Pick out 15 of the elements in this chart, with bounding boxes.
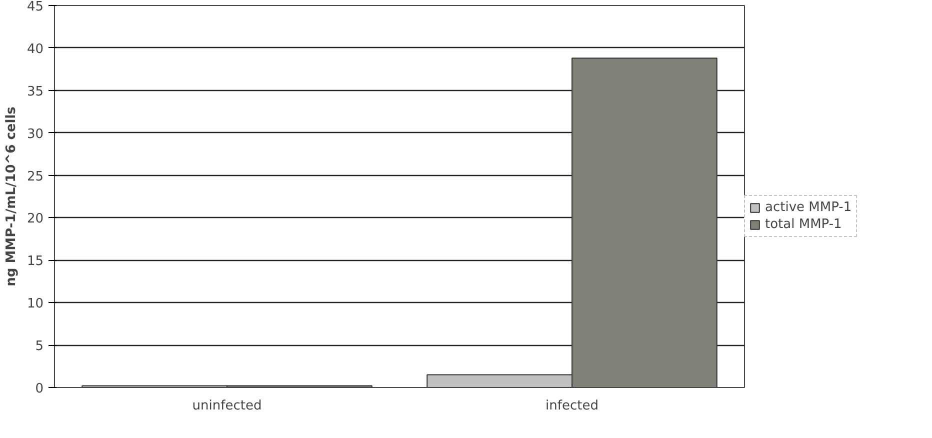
y-tick-label: 10 <box>26 296 44 312</box>
y-tick-label: 30 <box>26 126 44 142</box>
y-axis-title: ng MMP-1/mL/10^6 cells <box>4 106 19 286</box>
y-tick-label: 0 <box>35 382 44 396</box>
y-tick-label: 35 <box>26 84 44 100</box>
y-tick-label: 25 <box>26 169 44 184</box>
y-tick-label: 20 <box>26 212 44 227</box>
y-tick-label: 40 <box>26 42 44 57</box>
y-tick-label: 15 <box>26 254 44 270</box>
legend-label: total MMP-1 <box>765 217 842 232</box>
y-tick-label: 5 <box>35 339 44 354</box>
y-tick-label: 45 <box>26 0 44 14</box>
x-tick-label: infected <box>546 398 598 414</box>
legend-label: active MMP-1 <box>765 200 852 215</box>
x-tick-label: uninfected <box>192 398 262 414</box>
